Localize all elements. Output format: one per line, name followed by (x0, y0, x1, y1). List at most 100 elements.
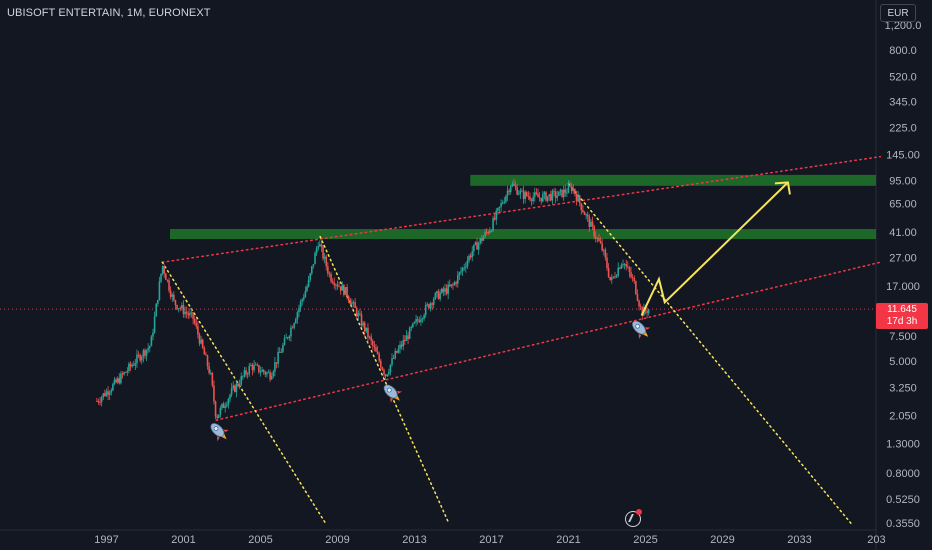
candle-body (302, 297, 305, 300)
candle-body (213, 385, 215, 402)
candle-body (567, 185, 570, 193)
candle-body (365, 327, 368, 332)
candle-body (248, 365, 251, 375)
candle-body (500, 203, 502, 207)
candle-body (139, 355, 141, 361)
candle-body (286, 337, 289, 339)
candle-body (270, 375, 273, 380)
candle-body (144, 350, 146, 356)
candle-body (335, 284, 337, 286)
candle-body (184, 311, 186, 315)
projection-path (640, 181, 789, 316)
candle-body (527, 195, 530, 197)
candle-body (208, 366, 210, 374)
y-tick-label: 0.3550 (886, 518, 920, 530)
candle-body (439, 293, 441, 300)
candle-body (336, 284, 339, 287)
candle-body (301, 299, 303, 302)
y-tick-label: 17.000 (886, 281, 920, 293)
candle-body (343, 285, 345, 296)
candle-body (497, 207, 499, 211)
candle-body (102, 393, 105, 398)
candle-body (254, 364, 257, 366)
candle-body (532, 196, 534, 201)
y-tick-label: 345.0 (889, 96, 917, 108)
candle-body (543, 192, 546, 195)
candle-body (120, 373, 122, 384)
candle-body (214, 401, 217, 417)
candle-body (267, 372, 270, 374)
candle-body (359, 313, 361, 315)
candle-body (222, 403, 225, 408)
candle-body (227, 398, 230, 405)
candle-body (325, 256, 328, 267)
candle-body (193, 318, 196, 324)
candle-body (209, 372, 212, 374)
candle-body (388, 372, 390, 375)
candle-body (572, 188, 575, 192)
candle-body (445, 288, 448, 294)
candle-body (545, 192, 547, 201)
candle-body (389, 364, 392, 373)
candle-body (317, 246, 320, 249)
candle-body (476, 242, 478, 250)
candle-body (627, 266, 629, 268)
rocket-window (635, 323, 640, 329)
candle-body (182, 305, 185, 315)
candle-body (225, 404, 228, 407)
candle-body (636, 294, 639, 301)
candle-body (538, 197, 541, 198)
candle-body (291, 327, 294, 329)
notification-dot (636, 509, 642, 515)
candle-body (192, 312, 194, 319)
candle-body (412, 323, 414, 328)
candle-body (513, 183, 515, 186)
candle-body (400, 344, 403, 347)
candle-body (145, 349, 148, 356)
candle-body (177, 308, 180, 310)
candle-body (487, 232, 490, 233)
candle-body (181, 305, 183, 309)
last-price-value: 11.645 (887, 304, 917, 315)
candle-body (163, 265, 166, 274)
candle-body (328, 273, 331, 275)
candle-body (376, 351, 379, 355)
candle-body (448, 284, 451, 287)
candle-body (304, 291, 307, 298)
candle-body (620, 264, 623, 269)
candle-body (269, 372, 271, 380)
candle-body (240, 376, 243, 385)
candle-body (570, 186, 573, 192)
candle-body (147, 347, 149, 350)
candle-body (116, 378, 119, 383)
candle-body (615, 275, 618, 278)
candle-body (330, 274, 332, 282)
candle-body (479, 238, 482, 244)
candle-body (379, 360, 382, 368)
candle-body (217, 414, 220, 418)
candle-body (583, 212, 586, 216)
candle-body (599, 241, 602, 244)
candle-body (157, 299, 159, 304)
candle-body (266, 372, 268, 375)
candle-body (113, 379, 116, 385)
candle-body (440, 288, 443, 294)
flash-icon[interactable] (625, 511, 641, 527)
candle-body (556, 195, 559, 198)
candle-body (516, 187, 518, 195)
candle-body (242, 376, 244, 377)
candle-body (622, 264, 624, 265)
currency-button[interactable]: EUR (880, 4, 916, 22)
candle-body (469, 255, 472, 258)
candle-body (566, 192, 568, 194)
candle-body (453, 282, 456, 286)
candle-body (288, 336, 291, 339)
candle-body (564, 189, 567, 193)
candle-body (447, 284, 449, 294)
candle-body (617, 267, 620, 276)
candle-body (468, 255, 470, 261)
y-tick-label: 0.5250 (886, 494, 920, 506)
candle-body (362, 322, 364, 326)
